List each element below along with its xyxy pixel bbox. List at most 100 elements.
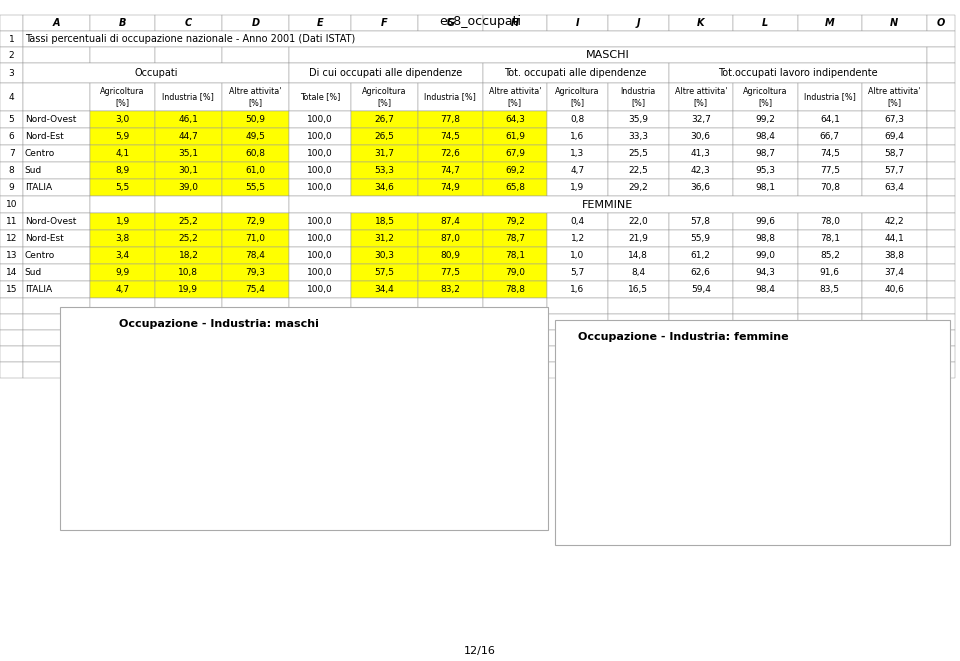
Text: 94,3: 94,3 [756,268,776,277]
Text: 16,5: 16,5 [628,285,648,294]
Text: 100,0: 100,0 [307,115,333,124]
Text: Sud: Sud [25,268,42,277]
Text: 0,4: 0,4 [570,217,585,226]
Text: H: H [511,18,519,28]
Text: 3,4: 3,4 [115,251,130,260]
Text: Occupazione - Industria: femmine: Occupazione - Industria: femmine [578,332,789,342]
Polygon shape [604,400,684,448]
Text: 77,5: 77,5 [441,268,461,277]
Text: 55,9: 55,9 [691,234,710,243]
Text: 74,7: 74,7 [441,166,461,175]
Text: 57,8: 57,8 [691,217,710,226]
Text: 74,5: 74,5 [820,149,840,158]
Text: 4,7: 4,7 [115,285,130,294]
Text: 19,9: 19,9 [179,285,199,294]
Text: 78,8: 78,8 [505,285,525,294]
Text: 2: 2 [9,50,14,59]
Text: 34,4: 34,4 [374,285,395,294]
Text: 36,6: 36,6 [691,183,710,192]
Text: 7: 7 [9,149,14,158]
Text: J: J [636,18,640,28]
Text: Agricoltura
[%]: Agricoltura [%] [362,87,407,106]
Text: 26,7: 26,7 [374,115,395,124]
Text: 25,5: 25,5 [628,149,648,158]
Text: Tot.occupati lavoro indipendente: Tot.occupati lavoro indipendente [718,68,877,78]
Text: 31,7: 31,7 [374,149,395,158]
Text: C: C [185,18,192,28]
Text: 5: 5 [9,115,14,124]
Wedge shape [684,360,758,439]
Wedge shape [216,395,314,485]
Text: 35,1: 35,1 [245,474,266,485]
Text: 69,2: 69,2 [505,166,525,175]
Text: 79,3: 79,3 [246,268,266,277]
Text: 67,3: 67,3 [884,115,904,124]
Text: 39,0: 39,0 [273,373,295,383]
Text: 13: 13 [6,251,17,260]
Polygon shape [118,421,195,483]
Text: 6: 6 [9,132,14,141]
Text: Altre attivita'
[%]: Altre attivita' [%] [229,87,281,106]
Text: 65,8: 65,8 [505,183,525,192]
Text: 44,7: 44,7 [112,454,134,464]
Text: 22,0: 22,0 [628,217,648,226]
Text: 5,7: 5,7 [570,268,585,277]
Text: 5,9: 5,9 [115,132,130,141]
Text: 55,5: 55,5 [246,183,266,192]
Text: D: D [252,18,259,28]
Text: 10,8: 10,8 [179,268,199,277]
Wedge shape [216,327,309,425]
Wedge shape [604,439,686,518]
Text: 78,1: 78,1 [820,234,840,243]
Polygon shape [294,410,314,465]
Legend: Nord-Ovest, Nord-Est, Centro, Sud, ITALIA: Nord-Ovest, Nord-Est, Centro, Sud, ITALI… [372,379,457,458]
Text: 72,6: 72,6 [441,149,461,158]
Text: Centro: Centro [25,251,55,260]
Polygon shape [686,453,756,486]
Text: 95,3: 95,3 [756,166,776,175]
Text: 9,9: 9,9 [115,268,130,277]
Text: 8,4: 8,4 [631,268,645,277]
Text: 1,6: 1,6 [570,132,585,141]
Text: 100,0: 100,0 [307,166,333,175]
Text: B: B [119,18,127,28]
Text: 3: 3 [9,69,14,77]
Text: 77,5: 77,5 [820,166,840,175]
Text: FEMMINE: FEMMINE [582,200,634,210]
Text: 74,5: 74,5 [441,132,461,141]
Text: N: N [890,18,899,28]
Text: 61,9: 61,9 [505,132,525,141]
Text: 100,0: 100,0 [307,149,333,158]
Text: Industria [%]: Industria [%] [804,93,855,102]
Text: 44,7: 44,7 [179,132,199,141]
Legend: Nord-Ovest, Nord-Est, Centro, Sud, ITALIA: Nord-Ovest, Nord-Est, Centro, Sud, ITALI… [808,393,893,472]
Text: 98,8: 98,8 [756,234,776,243]
Text: 1,9: 1,9 [570,183,585,192]
Text: Nord-Ovest: Nord-Ovest [25,217,76,226]
Text: 12: 12 [6,234,17,243]
Text: 91,6: 91,6 [820,268,840,277]
Text: 11: 11 [6,217,17,226]
Text: 59,4: 59,4 [691,285,710,294]
Text: 83,5: 83,5 [820,285,840,294]
Text: 40,6: 40,6 [884,285,904,294]
Text: 5,5: 5,5 [115,183,130,192]
Text: Nord-Est: Nord-Est [25,234,63,243]
Text: 1,0: 1,0 [570,251,585,260]
Text: 30,1: 30,1 [179,166,199,175]
Text: 15: 15 [6,285,17,294]
Text: 78,0: 78,0 [820,217,840,226]
Text: 99,2: 99,2 [756,115,776,124]
Text: E: E [317,18,324,28]
Text: 70,8: 70,8 [820,183,840,192]
Text: 14: 14 [6,268,17,277]
Text: 78,7: 78,7 [505,234,525,243]
Text: 4,1: 4,1 [115,149,130,158]
Text: ITALIA: ITALIA [25,285,52,294]
Text: 32,7: 32,7 [691,115,710,124]
Text: 98,4: 98,4 [756,285,776,294]
Text: 35,1: 35,1 [179,149,199,158]
Text: 34,6: 34,6 [374,183,395,192]
Polygon shape [604,440,686,486]
Text: 98,4: 98,4 [756,132,776,141]
